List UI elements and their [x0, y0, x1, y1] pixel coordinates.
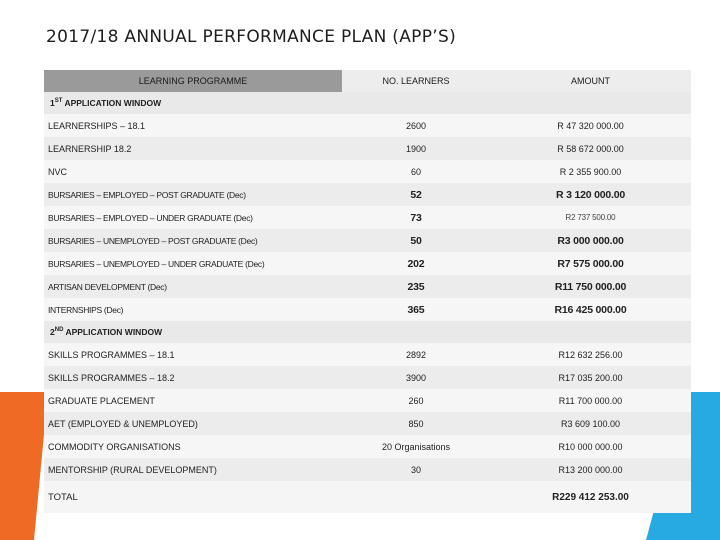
learner-count: 73	[410, 211, 422, 224]
page-title: 2017/18 ANNUAL PERFORMANCE PLAN (APP’S)	[46, 27, 456, 47]
programme-name: LEARNERSHIPS – 18.1	[48, 120, 146, 131]
programme-name: SKILLS PROGRAMMES – 18.1	[48, 349, 175, 360]
learner-count: 50	[410, 234, 422, 247]
programme-name: BURSARIES – UNEMPLOYED – POST GRADUATE (…	[48, 235, 258, 246]
learner-count: 235	[407, 280, 425, 293]
programme-name: GRADUATE PLACEMENT	[48, 395, 155, 406]
header-amount: AMOUNT	[490, 70, 691, 92]
learner-count: 52	[410, 188, 422, 201]
programme-name: COMMODITY ORGANISATIONS	[48, 441, 181, 452]
amount-value: R 58 672 000.00	[557, 143, 624, 154]
table-row: INTERNSHIPS (Dec) 365 R16 425 000.00	[44, 298, 691, 321]
amount-value: R7 575 000.00	[557, 257, 624, 270]
second-window-rows: SKILLS PROGRAMMES – 18.1 2892 R12 632 256.…	[44, 343, 691, 481]
table-row: SKILLS PROGRAMMES – 18.2 3900 R17 035 200.…	[44, 366, 691, 389]
amount-value: R2 737 500.00	[565, 213, 616, 222]
programme-name: ARTISAN DEVELOPMENT (Dec)	[48, 281, 167, 292]
learner-count: 60	[410, 166, 421, 177]
section-label: APPLICATION WINDOW	[62, 98, 162, 108]
total-row: TOTAL R229 412 253.00	[44, 481, 691, 513]
section-first-window: 1ST APPLICATION WINDOW	[44, 92, 691, 114]
amount-value: R11 750 000.00	[554, 280, 627, 293]
amount-value: R12 632 256.00	[558, 349, 623, 360]
learner-count: 30	[410, 464, 421, 475]
table-row: COMMODITY ORGANISATIONS 20 Organisations R…	[44, 435, 691, 458]
learner-count: 260	[408, 395, 424, 406]
learner-count: 850	[408, 418, 424, 429]
section-label: APPLICATION WINDOW	[63, 327, 163, 337]
table-row: BURSARIES – EMPLOYED – UNDER GRADUATE (D…	[44, 206, 691, 229]
programme-name: BURSARIES – EMPLOYED – UNDER GRADUATE (D…	[48, 212, 253, 223]
programme-name: BURSARIES – EMPLOYED – POST GRADUATE (De…	[48, 189, 246, 200]
learner-count: 365	[407, 303, 425, 316]
header-no-learners: NO. LEARNERS	[342, 70, 490, 92]
section-number: 2	[50, 327, 55, 337]
learner-count: 20 Organisations	[381, 441, 451, 452]
programme-name: SKILLS PROGRAMMES – 18.2	[48, 372, 175, 383]
section-ordinal: ND	[54, 327, 64, 334]
table-row: MENTORSHIP (RURAL DEVELOPMENT) 30 R13 200 …	[44, 458, 691, 481]
table-row: AET (EMPLOYED & UNEMPLOYED) 850 R3 609 100…	[44, 412, 691, 435]
learner-count: 3900	[405, 372, 427, 383]
amount-value: R3 609 100.00	[560, 418, 621, 429]
table-header: LEARNING PROGRAMME NO. LEARNERS AMOUNT	[44, 70, 691, 92]
learner-count: 2600	[405, 120, 427, 131]
performance-table: LEARNING PROGRAMME NO. LEARNERS AMOUNT 1…	[44, 70, 691, 513]
table-row: BURSARIES – UNEMPLOYED – UNDER GRADUATE …	[44, 252, 691, 275]
total-label: TOTAL	[48, 491, 78, 503]
amount-value: R10 000 000.00	[558, 441, 623, 452]
first-window-rows: LEARNERSHIPS – 18.1 2600 R 47 320 000.00 LE…	[44, 114, 691, 321]
programme-name: BURSARIES – UNEMPLOYED – UNDER GRADUATE …	[48, 258, 265, 269]
amount-value: R17 035 200.00	[558, 372, 623, 383]
table-row: BURSARIES – UNEMPLOYED – POST GRADUATE (…	[44, 229, 691, 252]
table-row: ARTISAN DEVELOPMENT (Dec) 235 R11 750 000.…	[44, 275, 691, 298]
amount-value: R16 425 000.00	[554, 303, 627, 316]
amount-value: R3 000 000.00	[557, 234, 624, 247]
total-amount: R229 412 253.00	[552, 491, 629, 503]
decor-orange-bar	[0, 392, 48, 540]
amount-value: R13 200 000.00	[558, 464, 623, 475]
section-number: 1	[50, 98, 55, 108]
amount-value: R11 700 000.00	[558, 395, 623, 406]
programme-name: INTERNSHIPS (Dec)	[48, 304, 124, 315]
table-row: LEARNERSHIPS – 18.1 2600 R 47 320 000.00	[44, 114, 691, 137]
table-row: GRADUATE PLACEMENT 260 R11 700 000.00	[44, 389, 691, 412]
section-ordinal: ST	[54, 98, 63, 105]
amount-value: R 2 355 900.00	[559, 166, 622, 177]
programme-name: AET (EMPLOYED & UNEMPLOYED)	[48, 418, 198, 429]
section-second-window: 2ND APPLICATION WINDOW	[44, 321, 691, 343]
table-row: BURSARIES – EMPLOYED – POST GRADUATE (De…	[44, 183, 691, 206]
learner-count: 2892	[405, 349, 427, 360]
learner-count: 1900	[405, 143, 427, 154]
amount-value: R 47 320 000.00	[557, 120, 624, 131]
table-row: SKILLS PROGRAMMES – 18.1 2892 R12 632 256.…	[44, 343, 691, 366]
programme-name: LEARNERSHIP 18.2	[48, 143, 132, 154]
learner-count: 202	[407, 257, 425, 270]
table-row: NVC 60 R 2 355 900.00	[44, 160, 691, 183]
programme-name: NVC	[48, 166, 68, 177]
header-learning-programme: LEARNING PROGRAMME	[44, 70, 342, 92]
table-row: LEARNERSHIP 18.2 1900 R 58 672 000.00	[44, 137, 691, 160]
amount-value: R 3 120 000.00	[555, 188, 625, 201]
programme-name: MENTORSHIP (RURAL DEVELOPMENT)	[48, 464, 217, 475]
decor-blue-bar	[646, 392, 720, 540]
